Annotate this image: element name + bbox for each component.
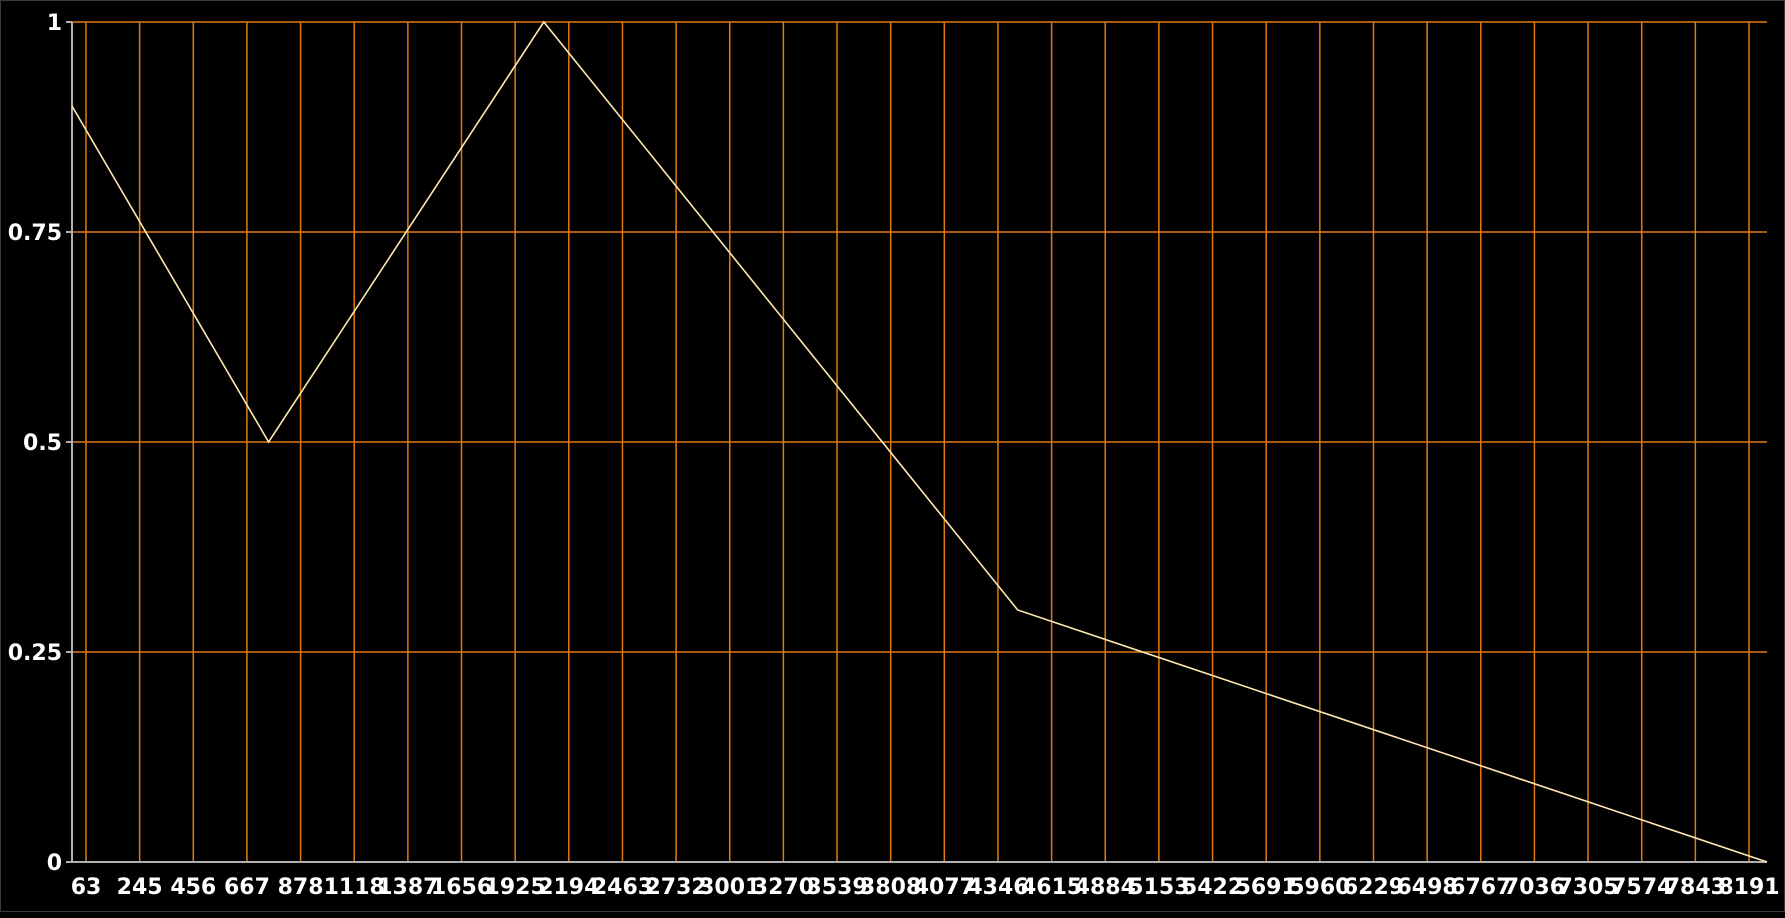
series-line bbox=[71, 20, 1768, 863]
y-tick-label: 0.25 bbox=[8, 641, 62, 666]
x-tick-label: 6229 bbox=[1343, 875, 1404, 900]
x-tick-label: 5960 bbox=[1289, 875, 1350, 900]
x-tick-label: 7305 bbox=[1557, 875, 1618, 900]
x-tick-label: 7843 bbox=[1665, 875, 1726, 900]
x-tick-label: 667 bbox=[224, 875, 270, 900]
y-tick-label: 0 bbox=[47, 851, 62, 876]
x-tick-label: 3539 bbox=[806, 875, 867, 900]
x-tick-label: 3001 bbox=[699, 875, 760, 900]
y-tick-label: 1 bbox=[47, 11, 62, 36]
x-tick-label: 1656 bbox=[431, 875, 492, 900]
x-tick-label: 4346 bbox=[967, 875, 1028, 900]
x-tick-label: 245 bbox=[117, 875, 163, 900]
x-tick-label: 4077 bbox=[914, 875, 975, 900]
x-tick-labels: 63 245 456 667 878 11181387165619252194246327… bbox=[71, 875, 1780, 900]
x-tick-label: 5422 bbox=[1182, 875, 1243, 900]
x-tick-label: 3270 bbox=[753, 875, 814, 900]
x-tick-label: 6767 bbox=[1450, 875, 1511, 900]
x-tick-label: 2194 bbox=[538, 875, 599, 900]
x-tick-label: 1925 bbox=[485, 875, 546, 900]
x-tick-label: 4884 bbox=[1075, 875, 1136, 900]
axes bbox=[66, 21, 1767, 863]
y-tick-label: 0.5 bbox=[23, 431, 62, 456]
x-tick-label: 2732 bbox=[645, 875, 706, 900]
x-tick-label: 5153 bbox=[1128, 875, 1189, 900]
y-tick-labels: 0 0.25 0.5 0.75 1 bbox=[8, 11, 62, 876]
x-tick-label: 7036 bbox=[1504, 875, 1565, 900]
x-tick-label: 1118 bbox=[324, 875, 385, 900]
x-tick-label: 3808 bbox=[860, 875, 921, 900]
grid-lines bbox=[72, 21, 1767, 863]
y-tick-label: 0.75 bbox=[8, 221, 62, 246]
x-tick-label: 63 bbox=[71, 875, 102, 900]
x-tick-label: 6498 bbox=[1397, 875, 1458, 900]
x-tick-label: 4615 bbox=[1021, 875, 1082, 900]
series-layer bbox=[71, 20, 1768, 863]
x-tick-label: 1387 bbox=[377, 875, 438, 900]
x-tick-label: 878 bbox=[278, 875, 324, 900]
x-tick-label: 7574 bbox=[1611, 875, 1672, 900]
x-tick-label: 2463 bbox=[592, 875, 653, 900]
x-tick-label: 8191 bbox=[1718, 875, 1779, 900]
x-tick-label: 5691 bbox=[1236, 875, 1297, 900]
x-tick-label: 456 bbox=[170, 875, 216, 900]
